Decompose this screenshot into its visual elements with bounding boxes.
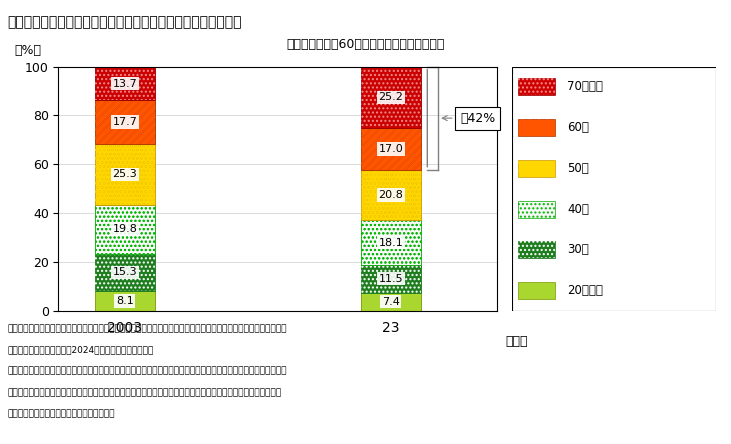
Bar	[361, 220, 420, 265]
Text: 19.8: 19.8	[113, 225, 137, 234]
FancyBboxPatch shape	[518, 79, 555, 95]
Bar	[361, 67, 420, 128]
Text: 15.3: 15.3	[113, 267, 137, 278]
FancyBboxPatch shape	[518, 241, 555, 258]
Text: 7.4: 7.4	[382, 297, 400, 307]
Text: 17.0: 17.0	[379, 144, 403, 154]
FancyBboxPatch shape	[518, 119, 555, 136]
Bar	[95, 254, 155, 291]
Text: 25.2: 25.2	[379, 92, 404, 103]
Text: 50代: 50代	[567, 162, 588, 175]
Bar	[95, 67, 155, 100]
Text: 70代以上: 70代以上	[567, 80, 603, 93]
Bar	[361, 265, 420, 293]
Text: 18.1: 18.1	[379, 238, 403, 248]
FancyBboxPatch shape	[518, 160, 555, 177]
FancyBboxPatch shape	[518, 282, 555, 299]
Bar	[95, 205, 155, 254]
Text: 推計）令和６（2024）年推計」により作成。: 推計）令和６（2024）年推計」により作成。	[7, 345, 154, 354]
Text: 消費の約４割は60歳以上の年齢層によるもの: 消費の約４割は60歳以上の年齢層によるもの	[287, 38, 444, 51]
Bar	[361, 220, 420, 265]
Text: 11.5: 11.5	[379, 274, 403, 284]
Text: ２．家計調査の数値は総世帯。家計調査の世帯主年齢階級別の１世帯当たりの消費支出額と、国勢調査等か: ２．家計調査の数値は総世帯。家計調査の世帯主年齢階級別の１世帯当たりの消費支出額…	[7, 367, 287, 376]
Bar	[361, 293, 420, 311]
Bar	[95, 100, 155, 143]
Text: コラム３－１－１図　消費全体に占める世帯主年代別のシェア: コラム３－１－１図 消費全体に占める世帯主年代別のシェア	[7, 16, 242, 30]
Bar	[95, 291, 155, 311]
Text: 20代以下: 20代以下	[567, 284, 603, 297]
Text: 13.7: 13.7	[113, 79, 137, 88]
Bar	[95, 143, 155, 205]
Text: 17.7: 17.7	[113, 117, 137, 127]
Bar	[361, 128, 420, 170]
Bar	[361, 67, 420, 128]
Bar	[361, 170, 420, 221]
Bar	[361, 128, 420, 170]
Bar	[95, 254, 155, 291]
Bar	[361, 265, 420, 293]
Text: 20.8: 20.8	[379, 190, 404, 200]
Text: 40代: 40代	[567, 202, 589, 215]
Text: 約42%: 約42%	[442, 111, 496, 125]
Text: （備考）１．総務省「家計調査」、「国勢調査」、国立社会保障・人口問題研究所「日本の世帯数の将来推計（全国: （備考）１．総務省「家計調査」、「国勢調査」、国立社会保障・人口問題研究所「日本…	[7, 324, 287, 333]
Text: 60代: 60代	[567, 121, 589, 134]
Text: おける入院・入所者を含まない。: おける入院・入所者を含まない。	[7, 409, 115, 418]
Bar	[95, 67, 155, 100]
Text: 25.3: 25.3	[113, 170, 137, 179]
FancyBboxPatch shape	[518, 201, 555, 218]
Text: （年）: （年）	[506, 335, 529, 348]
Text: （%）: （%）	[15, 44, 42, 57]
Bar	[95, 205, 155, 254]
Text: 30代: 30代	[567, 243, 588, 256]
Text: ら得た世帯主年齢階級別の世帯数を用いて計算したもの。なお、ここでの世帯には、病院や社会施設に: ら得た世帯主年齢階級別の世帯数を用いて計算したもの。なお、ここでの世帯には、病院…	[7, 388, 281, 397]
Bar	[361, 170, 420, 221]
Text: 8.1: 8.1	[116, 296, 134, 306]
Bar	[95, 100, 155, 143]
Bar	[95, 143, 155, 205]
